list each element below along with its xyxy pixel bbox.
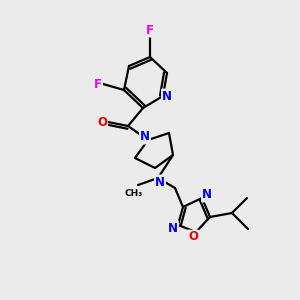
Text: O: O <box>97 116 107 128</box>
Text: O: O <box>188 230 198 244</box>
Text: F: F <box>146 23 154 37</box>
Text: N: N <box>202 188 212 202</box>
Text: N: N <box>162 89 172 103</box>
Text: F: F <box>94 77 102 91</box>
Text: CH₃: CH₃ <box>125 188 143 197</box>
Text: N: N <box>155 176 165 188</box>
Text: N: N <box>168 221 178 235</box>
Text: N: N <box>140 130 150 143</box>
